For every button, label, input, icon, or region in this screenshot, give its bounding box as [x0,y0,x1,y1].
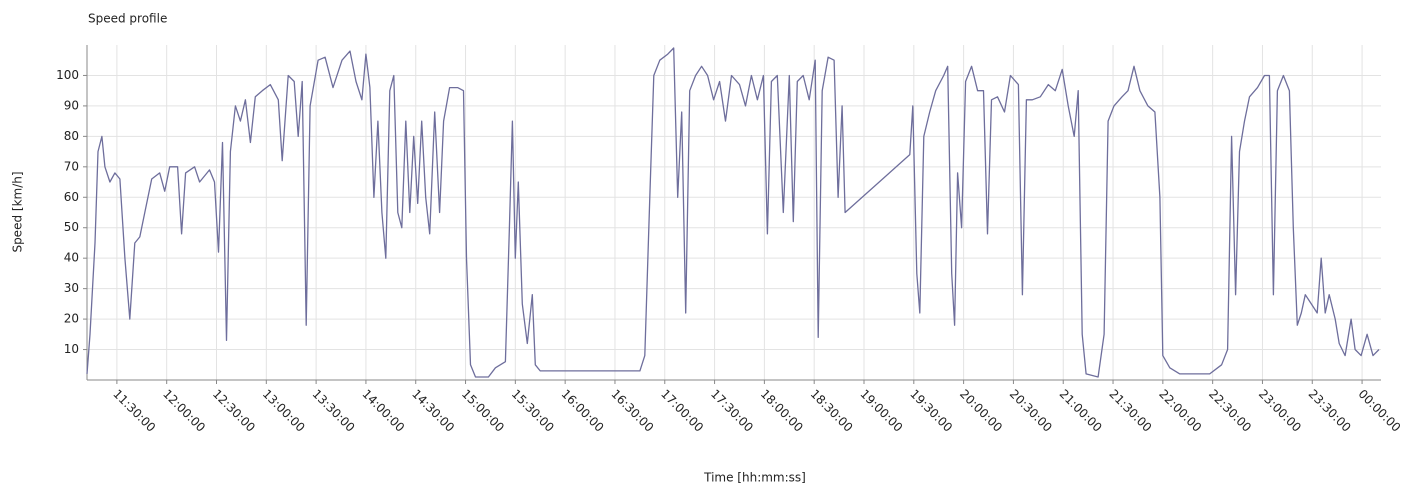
x-tick-label: 21:00:00 [1057,387,1105,435]
x-tick-label: 22:00:00 [1156,387,1204,435]
x-tick-label: 21:30:00 [1106,387,1154,435]
x-tick-label: 16:00:00 [559,387,607,435]
x-tick-label: 23:30:00 [1306,387,1354,435]
x-tick-label: 13:00:00 [260,387,308,435]
x-tick-label: 19:30:00 [907,387,955,435]
x-tick-label: 12:00:00 [160,387,208,435]
x-tick-label: 18:30:00 [808,387,856,435]
x-tick-label: 18:00:00 [758,387,806,435]
x-tick-label: 22:30:00 [1206,387,1254,435]
x-tick-label: 17:30:00 [708,387,756,435]
speed-line [86,47,1380,378]
y-tick-label: 50 [64,220,79,234]
x-tick-label: 14:30:00 [409,387,457,435]
x-tick-label: 14:00:00 [359,387,407,435]
y-axis-title: Speed [km/h] [11,171,25,252]
y-tick-label: 60 [64,190,79,204]
x-tick-label: 16:30:00 [608,387,656,435]
x-tick-label: 15:00:00 [459,387,507,435]
chart-title: Speed profile [88,12,167,26]
x-tick-label: 20:30:00 [1007,387,1055,435]
x-tick-label: 15:30:00 [509,387,557,435]
x-tick-label: 11:30:00 [110,387,158,435]
x-tick-label: 19:00:00 [857,387,905,435]
x-tick-label: 00:00:00 [1355,387,1403,435]
y-tick-label: 80 [64,129,79,143]
y-tick-label: 90 [64,98,79,112]
y-tick-label: 30 [64,281,79,295]
x-axis-title: Time [hh:mm:ss] [703,471,806,485]
y-tick-label: 40 [64,251,79,265]
x-tick-label: 12:30:00 [210,387,258,435]
x-tick-label: 20:00:00 [957,387,1005,435]
y-tick-label: 10 [64,342,79,356]
y-tick-label: 70 [64,159,79,173]
plot-area [87,45,1381,380]
x-tick-label: 23:00:00 [1256,387,1304,435]
y-tick-label: 20 [64,312,79,326]
y-tick-label: 100 [56,68,79,82]
x-tick-label: 13:30:00 [310,387,358,435]
x-tick-label: 17:00:00 [658,387,706,435]
